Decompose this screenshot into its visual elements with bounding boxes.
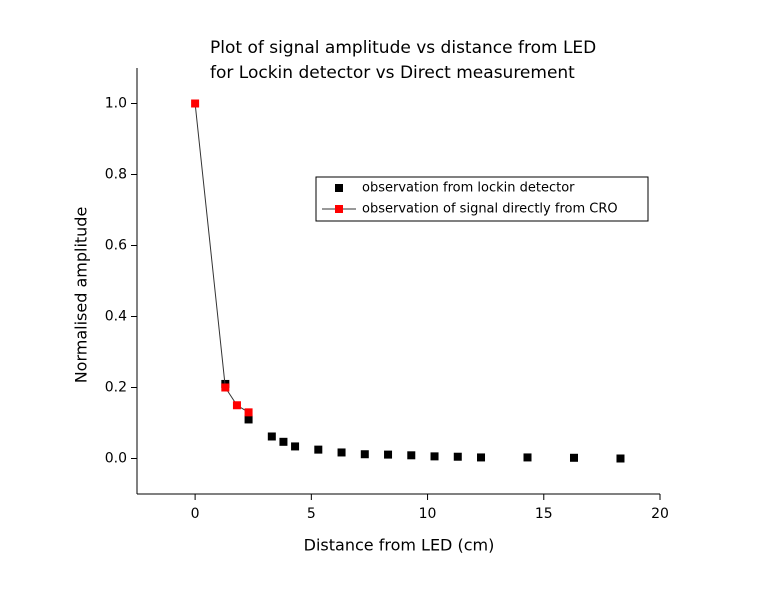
data-point — [616, 454, 625, 463]
data-point — [191, 99, 200, 108]
data-point — [523, 453, 532, 462]
data-point — [430, 452, 439, 461]
x-tick-label: 5 — [307, 506, 316, 522]
data-point — [244, 408, 253, 417]
data-point — [232, 401, 241, 410]
legend-marker — [335, 205, 343, 213]
data-point — [453, 452, 462, 461]
data-point — [337, 448, 346, 457]
data-point — [569, 453, 578, 462]
data-point — [279, 437, 288, 446]
y-tick-label: 0.8 — [105, 167, 127, 183]
data-point — [267, 432, 276, 441]
y-tick-label: 0.4 — [105, 309, 127, 325]
data-point — [360, 450, 369, 459]
y-tick-label: 0.0 — [105, 451, 127, 467]
legend-text: observation of signal directly from CRO — [362, 202, 618, 217]
x-tick-label: 10 — [419, 506, 437, 522]
data-point — [384, 450, 393, 459]
x-tick-label: 15 — [535, 506, 553, 522]
legend-box — [315, 176, 649, 222]
y-tick-label: 1.0 — [105, 96, 127, 112]
data-point — [314, 445, 323, 454]
legend-marker — [335, 184, 343, 192]
x-axis-label: Distance from LED (cm) — [304, 536, 495, 555]
data-point — [221, 383, 230, 392]
x-tick-label: 0 — [191, 506, 200, 522]
x-tick-label: 20 — [651, 506, 669, 522]
data-point — [291, 442, 300, 451]
y-axis-label: Normalised amplitude — [72, 207, 91, 384]
chart-title: for Lockin detector vs Direct measuremen… — [210, 63, 575, 83]
data-point — [407, 451, 416, 460]
series-line — [194, 103, 249, 413]
data-point — [477, 453, 486, 462]
legend-text: observation from lockin detector — [362, 181, 575, 196]
y-tick-label: 0.6 — [105, 238, 127, 254]
y-tick-label: 0.2 — [105, 380, 127, 396]
data-point — [244, 415, 253, 424]
chart-title: Plot of signal amplitude vs distance fro… — [210, 38, 596, 58]
